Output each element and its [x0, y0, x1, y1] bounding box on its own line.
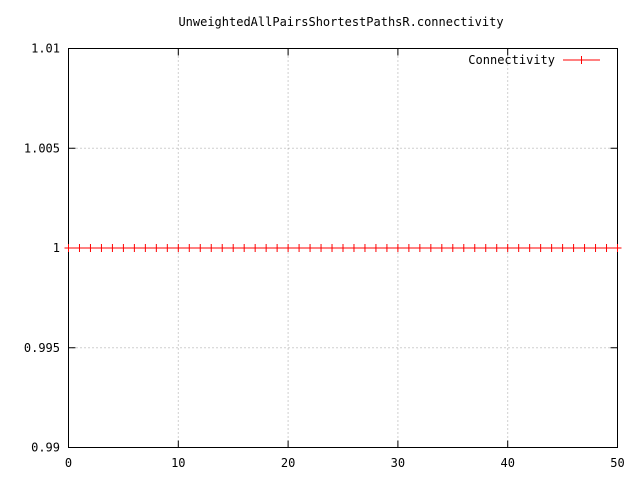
data-point: [130, 244, 139, 252]
data-point: [64, 244, 73, 252]
legend: Connectivity: [468, 53, 600, 67]
data-point: [371, 244, 380, 252]
data-point: [163, 244, 172, 252]
data-point: [75, 244, 84, 252]
data-point: [437, 244, 446, 252]
x-axis: 0 10 20 30 40 50: [65, 48, 625, 470]
data-point: [284, 244, 293, 252]
data-point: [404, 244, 413, 252]
chart-title: UnweightedAllPairsShortestPathsR.connect…: [178, 15, 503, 29]
data-point: [492, 244, 501, 252]
y-tick-label: 0.995: [24, 341, 60, 355]
data-point: [360, 244, 369, 252]
data-point: [481, 244, 490, 252]
data-point: [251, 244, 260, 252]
data-point: [86, 244, 95, 252]
y-tick-label: 1.005: [24, 141, 60, 155]
y-tick-label: 0.99: [31, 441, 60, 455]
grid-lines: [68, 48, 618, 448]
data-point: [185, 244, 194, 252]
data-point: [591, 244, 600, 252]
data-point: [448, 244, 457, 252]
data-point: [229, 244, 238, 252]
legend-label-connectivity: Connectivity: [468, 53, 555, 67]
data-point: [459, 244, 468, 252]
data-point: [503, 244, 512, 252]
data-point: [339, 244, 347, 252]
data-point: [174, 244, 183, 252]
data-point: [207, 244, 216, 252]
data-point: [514, 244, 523, 252]
data-point: [536, 244, 545, 252]
data-point: [602, 244, 611, 252]
y-tick-label: 1.01: [31, 42, 60, 56]
x-tick-label: 50: [610, 456, 624, 470]
x-tick-label: 0: [65, 456, 72, 470]
data-point: [328, 244, 337, 252]
data-point: [218, 244, 227, 252]
data-point: [141, 244, 150, 252]
data-point: [262, 244, 271, 252]
data-point: [382, 244, 391, 252]
data-point: [119, 244, 128, 252]
x-tick-label: 10: [171, 456, 185, 470]
data-point: [273, 244, 282, 252]
data-point: [393, 244, 402, 252]
series-connectivity: [64, 244, 622, 252]
data-point: [580, 244, 589, 252]
data-point: [196, 244, 205, 252]
data-point: [108, 244, 117, 252]
data-point: [240, 244, 249, 252]
data-point: [306, 244, 315, 252]
data-point: [426, 244, 435, 252]
x-tick-label: 30: [391, 456, 405, 470]
data-point: [547, 244, 556, 252]
x-tick-label: 20: [281, 456, 295, 470]
data-point: [97, 244, 106, 252]
data-point: [317, 244, 326, 252]
data-point: [569, 244, 578, 252]
data-point: [295, 244, 304, 252]
data-point: [470, 244, 479, 252]
data-point: [613, 244, 622, 252]
data-point: [349, 244, 358, 252]
data-point: [525, 244, 534, 252]
data-point: [558, 244, 567, 252]
y-tick-label: 1: [53, 241, 60, 255]
data-point: [152, 244, 161, 252]
data-point: [415, 244, 424, 252]
y-axis: 0.99 0.995 1 1.005 1.01: [24, 42, 618, 455]
x-tick-label: 40: [500, 456, 514, 470]
